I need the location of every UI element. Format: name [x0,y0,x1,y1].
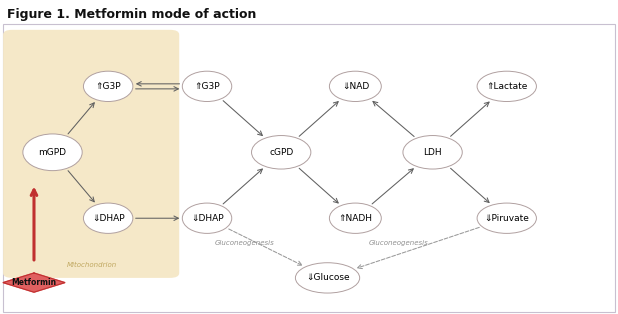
Text: ⇓NAD: ⇓NAD [342,82,369,91]
Ellipse shape [403,136,462,169]
Ellipse shape [83,203,133,233]
Text: ⇓DHAP: ⇓DHAP [92,214,124,223]
Ellipse shape [477,71,536,101]
Text: ⇑Lactate: ⇑Lactate [486,82,527,91]
FancyBboxPatch shape [3,24,615,312]
Ellipse shape [477,203,536,233]
Ellipse shape [295,263,360,293]
Text: ⇑G3P: ⇑G3P [95,82,121,91]
Ellipse shape [182,71,232,101]
Text: Gluconeogenesis: Gluconeogenesis [214,241,274,246]
Text: ⇓Piruvate: ⇓Piruvate [485,214,529,223]
Text: mGPD: mGPD [38,148,67,157]
Ellipse shape [329,203,381,233]
FancyBboxPatch shape [3,30,179,278]
Text: ⇓Glucose: ⇓Glucose [306,273,349,282]
Text: ⇑NADH: ⇑NADH [338,214,373,223]
Text: ⇓DHAP: ⇓DHAP [191,214,223,223]
Ellipse shape [83,71,133,101]
Text: Gluconeogenesis: Gluconeogenesis [369,241,428,246]
Ellipse shape [329,71,381,101]
Ellipse shape [23,134,82,171]
Text: Figure 1. Metformin mode of action: Figure 1. Metformin mode of action [7,8,257,21]
Polygon shape [3,273,65,292]
Ellipse shape [182,203,232,233]
Text: cGPD: cGPD [269,148,294,157]
Text: LDH: LDH [423,148,442,157]
Text: Mitochondrion: Mitochondrion [66,263,117,268]
Text: ⇑G3P: ⇑G3P [194,82,220,91]
Text: Metformin: Metformin [11,278,57,287]
Ellipse shape [252,136,311,169]
